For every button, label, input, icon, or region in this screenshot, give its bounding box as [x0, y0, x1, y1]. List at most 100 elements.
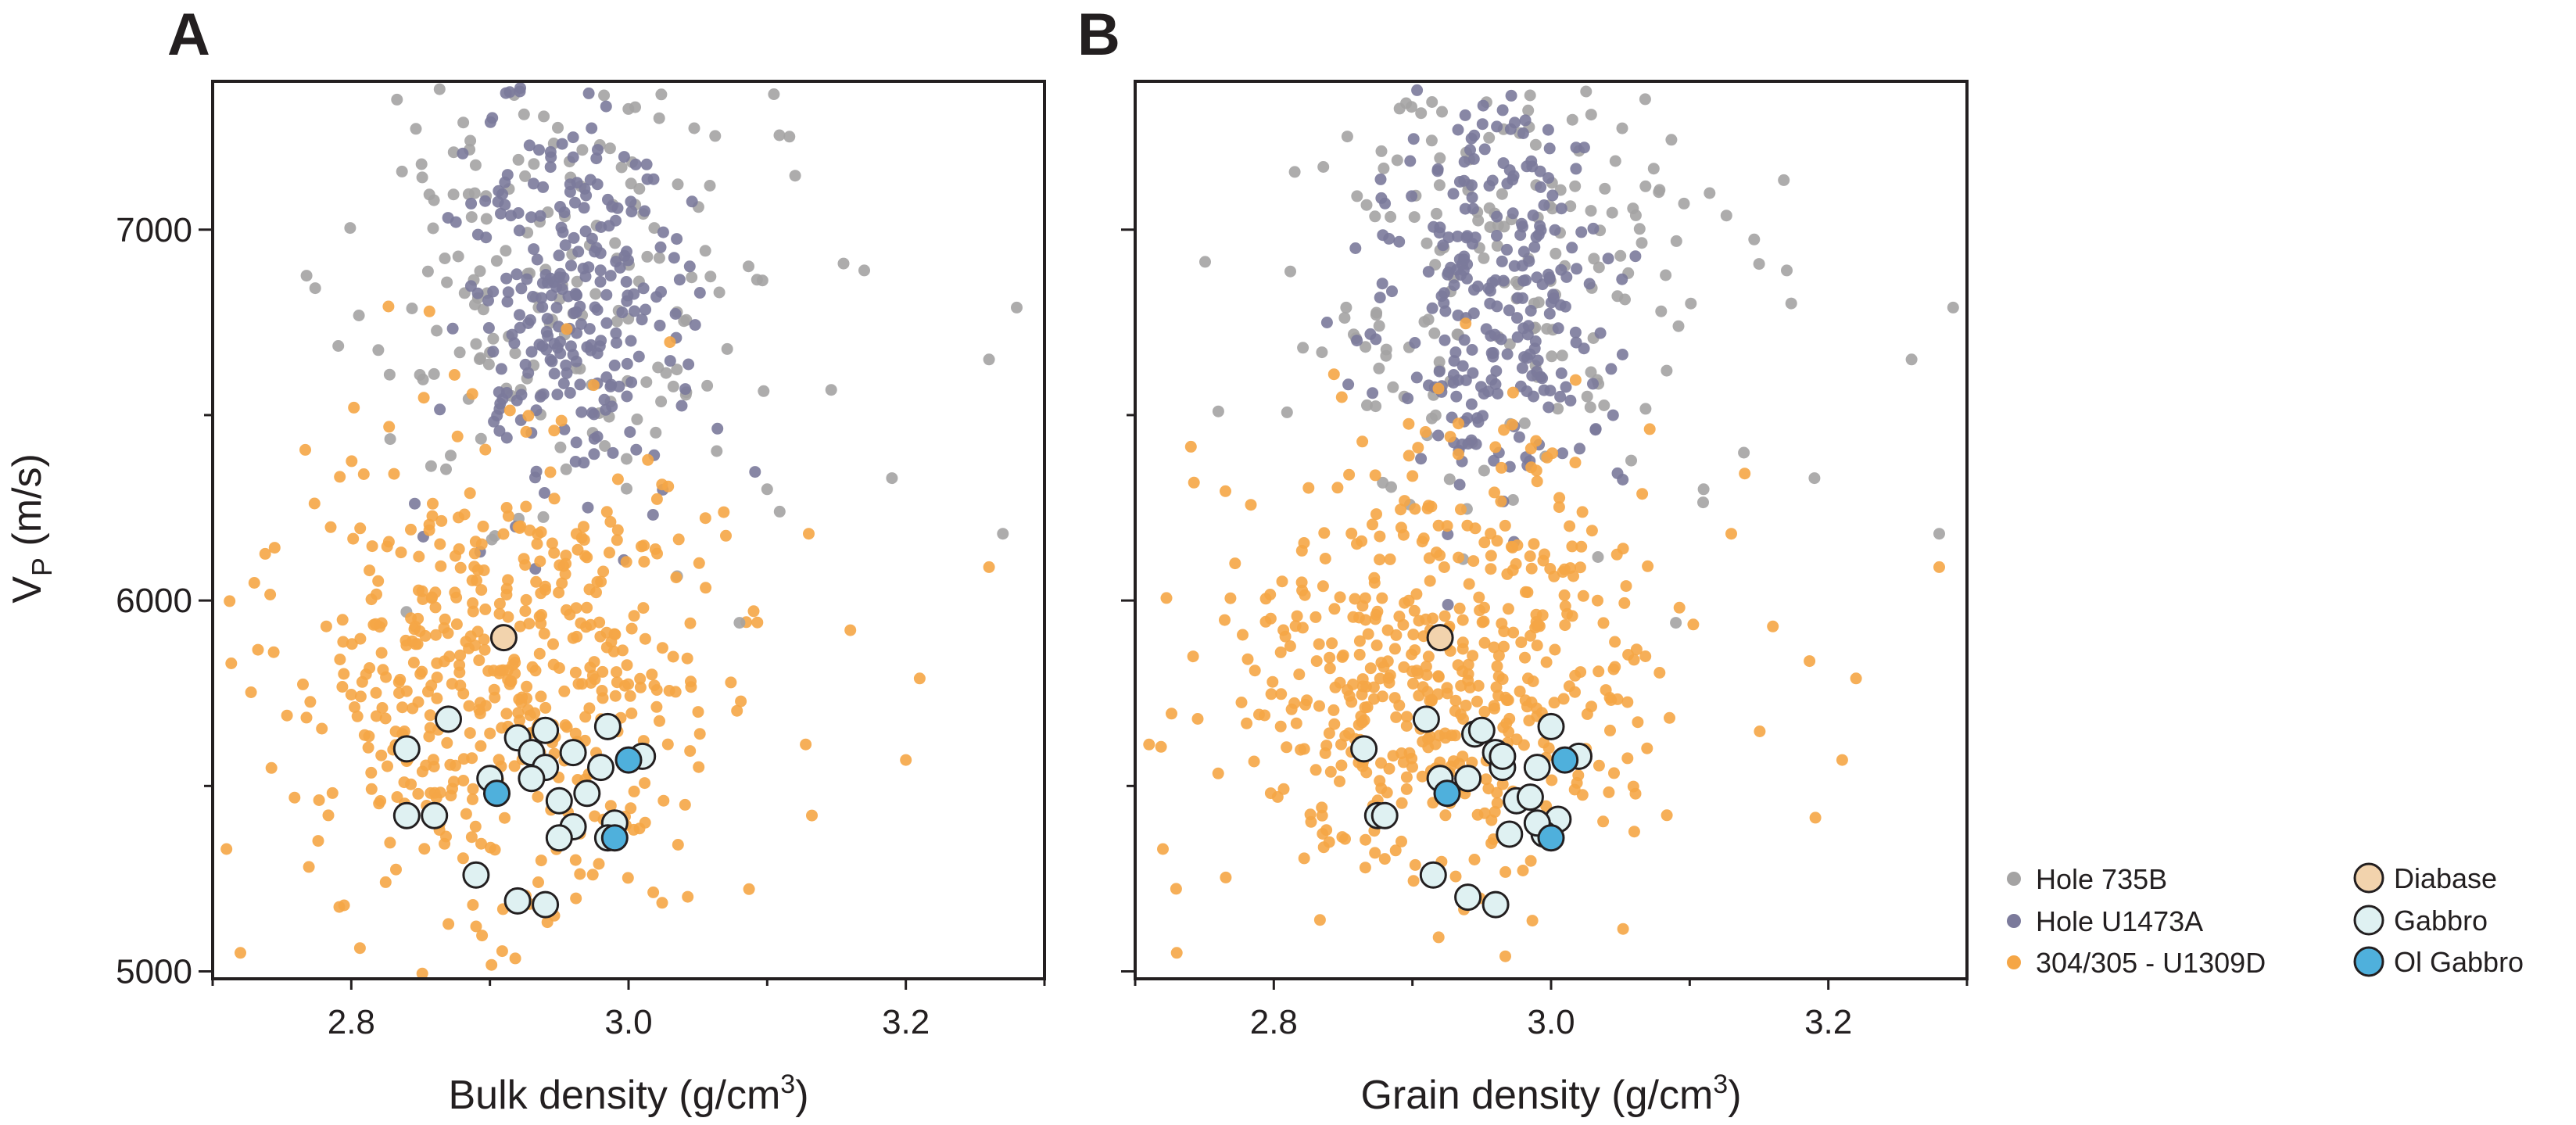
panel-b-point-304-305-u1309d	[1574, 561, 1586, 574]
panel-b-point-hole-u1473a	[1496, 255, 1508, 267]
panel-b-point-304-305-u1309d	[1367, 518, 1378, 531]
panel-a-point-304-305-u1309d	[400, 640, 413, 651]
panel-a-point-304-305-u1309d	[561, 721, 573, 733]
panel-b-point-hole-u1473a	[1411, 84, 1424, 96]
panel-a-point-hole-735b	[518, 108, 530, 120]
panel-a-point-304-305-u1309d	[535, 587, 547, 600]
panel-b-point-hole-u1473a	[1515, 217, 1528, 230]
panel-a-point-304-305-u1309d	[489, 691, 501, 704]
panel-a-point-hole-735b	[789, 170, 801, 182]
panel-b-point-304-305-u1309d	[1687, 618, 1700, 631]
panel-b-point-304-305-u1309d	[1369, 469, 1381, 482]
panel-b-point-hole-735b	[1433, 356, 1446, 368]
panel-b-point-304-305-u1309d	[1324, 662, 1336, 675]
panel-b-point-hole-u1473a	[1507, 207, 1519, 220]
panel-b-point-304-305-u1309d	[1485, 528, 1497, 539]
panel-b-point-304-305-u1309d	[1526, 915, 1539, 927]
panel-b-point-304-305-u1309d	[1460, 699, 1472, 711]
panel-b-series-ol-gabbro	[1433, 746, 1579, 852]
panel-a-point-hole-u1473a	[554, 347, 567, 360]
panel-b-point-304-305-u1309d	[1188, 476, 1200, 489]
panel-b-point-304-305-u1309d	[1320, 740, 1333, 752]
panel-b-point-hole-u1473a	[1519, 114, 1532, 127]
panel-b-point-304-305-u1309d	[1739, 468, 1751, 480]
panel-a-point-304-305-u1309d	[638, 556, 650, 568]
legend-label-diabase: Diabase	[2394, 862, 2497, 894]
panel-b-point-hole-735b	[1433, 179, 1446, 192]
panel-a-point-hole-735b	[445, 450, 457, 462]
panel-a-point-304-305-u1309d	[570, 528, 582, 540]
panel-a-point-304-305-u1309d	[336, 681, 349, 693]
panel-b-point-hole-735b	[1426, 96, 1438, 108]
panel-a-point-hole-735b	[743, 260, 754, 273]
panel-b-point-hole-u1473a	[1466, 344, 1478, 356]
panel-a-marker-gabbro	[503, 887, 532, 915]
panel-b-point-304-305-u1309d	[1424, 575, 1436, 587]
panel-b-point-304-305-u1309d	[1389, 844, 1402, 857]
panel-a-point-hole-u1473a	[610, 327, 622, 339]
panel-a-point-hole-u1473a	[657, 226, 669, 238]
panel-a-point-hole-735b	[457, 116, 470, 129]
panel-a-point-hole-u1473a	[582, 87, 595, 99]
panel-a-point-hole-735b	[452, 250, 464, 263]
panel-b-point-304-305-u1309d	[1607, 663, 1620, 675]
panel-a-point-hole-735b	[465, 211, 478, 224]
panel-a-point-hole-735b	[653, 252, 665, 264]
panel-b-point-hole-u1473a	[1504, 123, 1517, 135]
panel-b-point-304-305-u1309d	[1519, 694, 1532, 707]
panel-a-y-tick-label: 5000	[116, 953, 192, 991]
panel-b-point-304-305-u1309d	[1540, 656, 1553, 668]
panel-a-point-hole-u1473a	[618, 151, 630, 163]
panel-b-letter: B	[1077, 2, 1120, 68]
panel-a-point-hole-735b	[997, 528, 1009, 540]
panel-a-point-304-305-u1309d	[448, 776, 460, 788]
panel-b-point-hole-735b	[1518, 417, 1531, 429]
panel-a-point-hole-735b	[417, 373, 429, 385]
panel-b-point-304-305-u1309d	[1809, 812, 1822, 824]
panel-b-point-304-305-u1309d	[1455, 708, 1467, 721]
panel-b-point-hole-u1473a	[1491, 300, 1503, 313]
panel-a-point-304-305-u1309d	[533, 647, 546, 660]
panel-b-point-304-305-u1309d	[1241, 653, 1254, 665]
panel-a-point-304-305-u1309d	[625, 802, 637, 815]
panel-b-point-304-305-u1309d	[1620, 580, 1632, 593]
panel-b-point-304-305-u1309d	[1157, 843, 1169, 855]
panel-a-point-hole-735b	[837, 257, 850, 270]
panel-b-series-gabbro	[1350, 705, 1593, 919]
panel-b-point-304-305-u1309d	[1432, 519, 1445, 532]
panel-b-point-304-305-u1309d	[1319, 553, 1331, 564]
panel-b-point-hole-u1473a	[1491, 210, 1503, 223]
panel-b-point-hole-u1473a	[1528, 241, 1541, 253]
panel-a-point-304-305-u1309d	[578, 521, 589, 533]
panel-a-point-304-305-u1309d	[520, 593, 532, 606]
panel-a-point-hole-735b	[611, 315, 623, 328]
panel-b-point-304-305-u1309d	[1577, 589, 1589, 602]
panel-a-point-hole-735b	[485, 533, 498, 546]
panel-b-x-tick-label: 3.0	[1527, 1003, 1575, 1041]
panel-b-point-304-305-u1309d	[1836, 754, 1848, 766]
panel-a-point-hole-735b	[421, 265, 434, 278]
panel-b-point-304-305-u1309d	[1220, 871, 1232, 883]
panel-a-point-304-305-u1309d	[621, 659, 633, 672]
legend-marker-ol-gabbro	[2353, 946, 2384, 977]
panel-a-point-hole-u1473a	[594, 247, 607, 260]
panel-a-point-hole-u1473a	[575, 318, 587, 330]
panel-a-point-hole-u1473a	[479, 195, 492, 207]
panel-b-point-hole-735b	[1431, 207, 1442, 220]
panel-a-point-304-305-u1309d	[806, 809, 818, 822]
panel-a-marker-ol-gabbro	[614, 746, 643, 774]
panel-b-point-hole-735b	[1933, 528, 1945, 540]
panel-a-point-304-305-u1309d	[589, 810, 601, 822]
panel-a-point-304-305-u1309d	[484, 841, 496, 854]
panel-b-point-hole-u1473a	[1428, 220, 1440, 233]
panel-b-point-hole-735b	[1378, 162, 1390, 174]
panel-b-point-304-305-u1309d	[1597, 617, 1610, 629]
panel-a-point-hole-u1473a	[618, 249, 631, 262]
panel-b-point-304-305-u1309d	[1603, 786, 1615, 798]
panel-a-point-304-305-u1309d	[682, 890, 694, 903]
panel-a-point-304-305-u1309d	[467, 783, 479, 795]
panel-a-point-hole-u1473a	[500, 432, 513, 444]
panel-a-point-304-305-u1309d	[600, 641, 613, 654]
panel-a-point-304-305-u1309d	[596, 685, 608, 697]
panel-a-point-304-305-u1309d	[560, 550, 572, 561]
